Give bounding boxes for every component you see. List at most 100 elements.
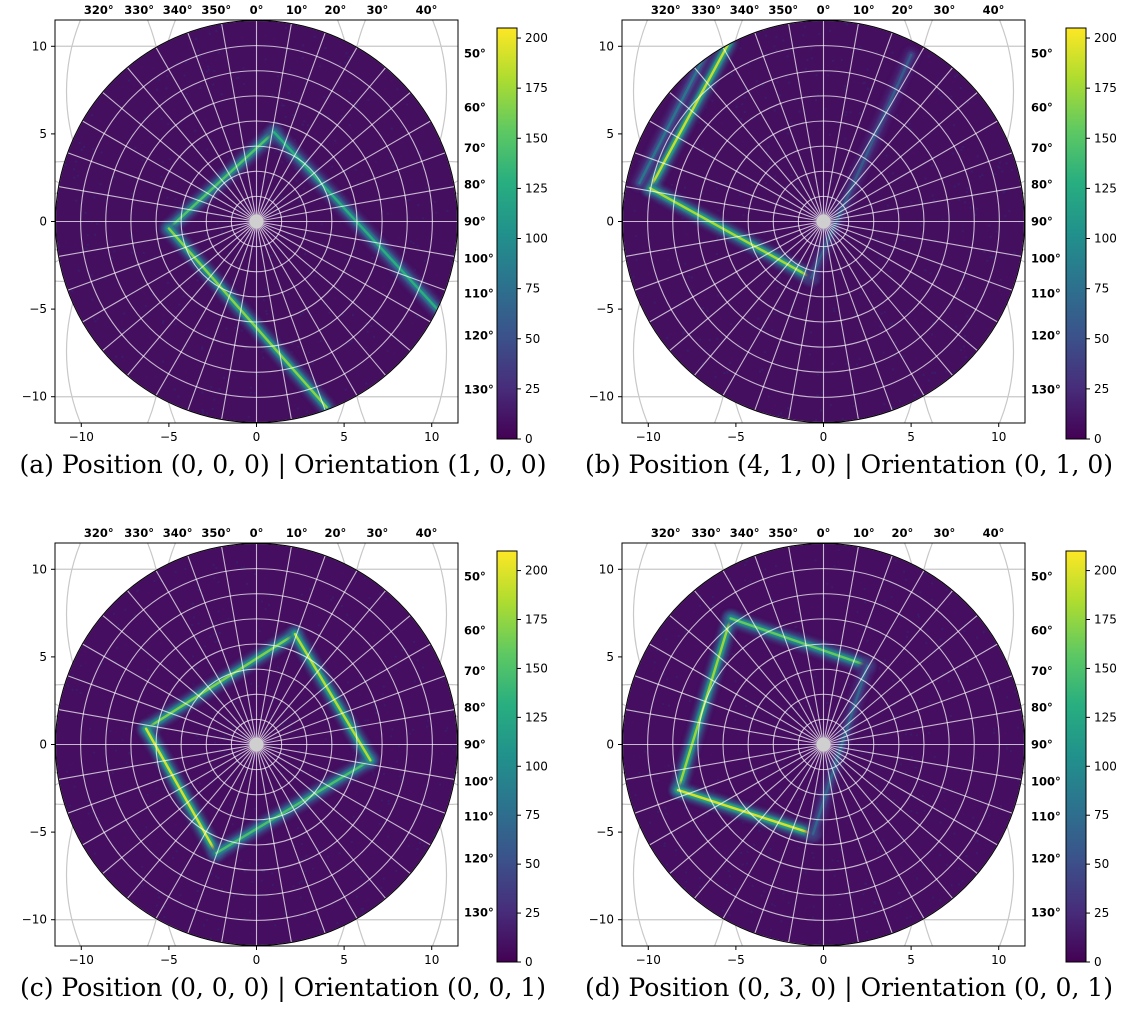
y-tick-label: −10 — [589, 913, 614, 927]
y-tick-label: 10 — [32, 562, 47, 576]
x-tick-label: 0 — [253, 953, 261, 967]
x-tick-label: −10 — [636, 953, 661, 967]
polar-grid-spoke — [255, 23, 292, 222]
polar-grid-spoke — [754, 555, 825, 745]
azimuth-label: 340° — [730, 526, 760, 540]
y-tick-label: −5 — [596, 302, 614, 316]
heat-segment-1-core — [648, 187, 813, 279]
polar-grid-spoke — [187, 744, 258, 934]
x-tick-label: 5 — [340, 430, 348, 444]
azimuth-label: 330° — [691, 3, 721, 17]
polar-grid-spoke — [256, 744, 387, 899]
azimuth-label: 30° — [367, 526, 389, 540]
y-tick-label: −5 — [596, 825, 614, 839]
polar-grid-spoke — [155, 47, 257, 222]
colorbar-tick-label: 150 — [525, 131, 548, 145]
center-dot — [816, 737, 831, 752]
polar-grid-spoke — [256, 221, 358, 396]
azimuth-label: 30° — [367, 3, 389, 17]
polar-grid-spoke — [823, 614, 978, 745]
azimuth-label: 330° — [124, 3, 154, 17]
colorbar-tick-label: 0 — [525, 955, 533, 969]
elevation-label: 100° — [464, 251, 494, 265]
elevation-label: 50° — [1031, 46, 1053, 60]
colorbar-tick-label: 100 — [525, 759, 548, 773]
elevation-label: 120° — [1031, 851, 1061, 865]
azimuth-label: 350° — [768, 3, 798, 17]
x-tick-label: 5 — [907, 953, 915, 967]
polar-grid-spoke — [82, 120, 257, 222]
polar-grid-spoke — [823, 743, 1022, 780]
panel-a: −10 −5 0 5 10 −10 −5 0 5 10 320° 330° 340° 350° 0° 10° 2… — [22, 3, 548, 446]
elevation-label: 80° — [1031, 701, 1053, 715]
polar-grid-spoke — [823, 220, 1013, 291]
polar-grid-spoke — [58, 743, 257, 780]
colorbar-tick-label: 200 — [1094, 31, 1117, 45]
polar-grid-spoke — [822, 555, 893, 745]
x-tick-label: 10 — [991, 430, 1006, 444]
panel-d: −10 −5 0 5 10 −10 −5 0 5 10 320° 330° 340° 350° 0° 10° 2… — [589, 526, 1117, 969]
elevation-label: 60° — [464, 101, 486, 115]
azimuth-label: 340° — [730, 3, 760, 17]
colorbar — [1065, 550, 1087, 963]
x-tick-label: 10 — [991, 953, 1006, 967]
polar-grid-spoke — [256, 744, 411, 875]
polar-grid-spoke — [823, 91, 978, 222]
polar-grid-spoke — [67, 675, 257, 746]
plot-area — [622, 543, 1025, 946]
azimuth-label: 10° — [286, 526, 308, 540]
polar-grid-spoke — [256, 152, 446, 223]
heat-segment-0-core — [648, 41, 731, 190]
polar-grid-spoke — [256, 643, 431, 745]
polar-grid-spoke — [669, 221, 824, 352]
polar-grid-spoke — [255, 744, 292, 943]
polar-grid-spoke — [255, 546, 292, 745]
heat-segment-1-core — [167, 227, 328, 409]
elevation-label: 60° — [464, 624, 486, 638]
polar-grid-spoke — [256, 47, 358, 222]
polar-grid-spoke — [788, 546, 825, 745]
y-tick-label: 5 — [39, 127, 47, 141]
colorbar-tick-label: 75 — [1094, 282, 1109, 296]
polar-grid-spoke — [823, 152, 1013, 223]
colorbar — [496, 27, 518, 440]
caption-c: (c) Position (0, 0, 0) | Orientation (0,… — [19, 973, 547, 1002]
polar-grid-spoke — [822, 546, 859, 745]
elevation-label: 50° — [1031, 569, 1053, 583]
azimuth-label: 10° — [286, 3, 308, 17]
heat-segment-1-core — [729, 617, 869, 667]
polar-grid-spoke — [823, 220, 1022, 257]
polar-grid-spoke — [822, 23, 859, 222]
colorbar — [496, 550, 518, 963]
polar-grid — [55, 20, 458, 423]
polar-grid-spoke — [693, 67, 824, 222]
x-tick-label: 10 — [424, 430, 439, 444]
polar-grid-spoke — [822, 744, 893, 934]
colorbar-tick-label: 100 — [525, 232, 548, 246]
polar-grid-spoke — [255, 221, 292, 420]
y-tick-label: 10 — [599, 39, 614, 53]
colorbar-tick-label: 200 — [525, 31, 548, 45]
x-tick-label: 0 — [253, 430, 261, 444]
polar-grid-spoke — [67, 152, 257, 223]
panel-b: −10 −5 0 5 10 −10 −5 0 5 10 320° 330° 340° 350° 0° 10° 2… — [589, 3, 1117, 446]
azimuth-label: 0° — [817, 526, 831, 540]
polar-grid-spoke — [823, 675, 1013, 746]
azimuth-label: 40° — [416, 526, 438, 540]
polar-grid-spoke — [669, 614, 824, 745]
colorbar-tick-label: 175 — [1094, 81, 1117, 95]
polar-grid-spoke — [649, 120, 824, 222]
colorbar-tick-label: 175 — [525, 613, 548, 627]
polar-grid-spoke — [256, 743, 446, 814]
azimuth-label: 350° — [201, 3, 231, 17]
elevation-label: 90° — [1031, 215, 1053, 229]
x-tick-label: 0 — [820, 430, 828, 444]
polar-grid-spoke — [155, 570, 257, 745]
polar-grid-spoke — [155, 744, 257, 919]
azimuth-label: 320° — [84, 526, 114, 540]
polar-grid-spoke — [82, 643, 257, 745]
polar-grid-spoke — [256, 744, 431, 846]
azimuth-label: 40° — [983, 3, 1005, 17]
polar-grid-spoke — [221, 744, 258, 943]
polar-grid-spoke — [187, 555, 258, 745]
